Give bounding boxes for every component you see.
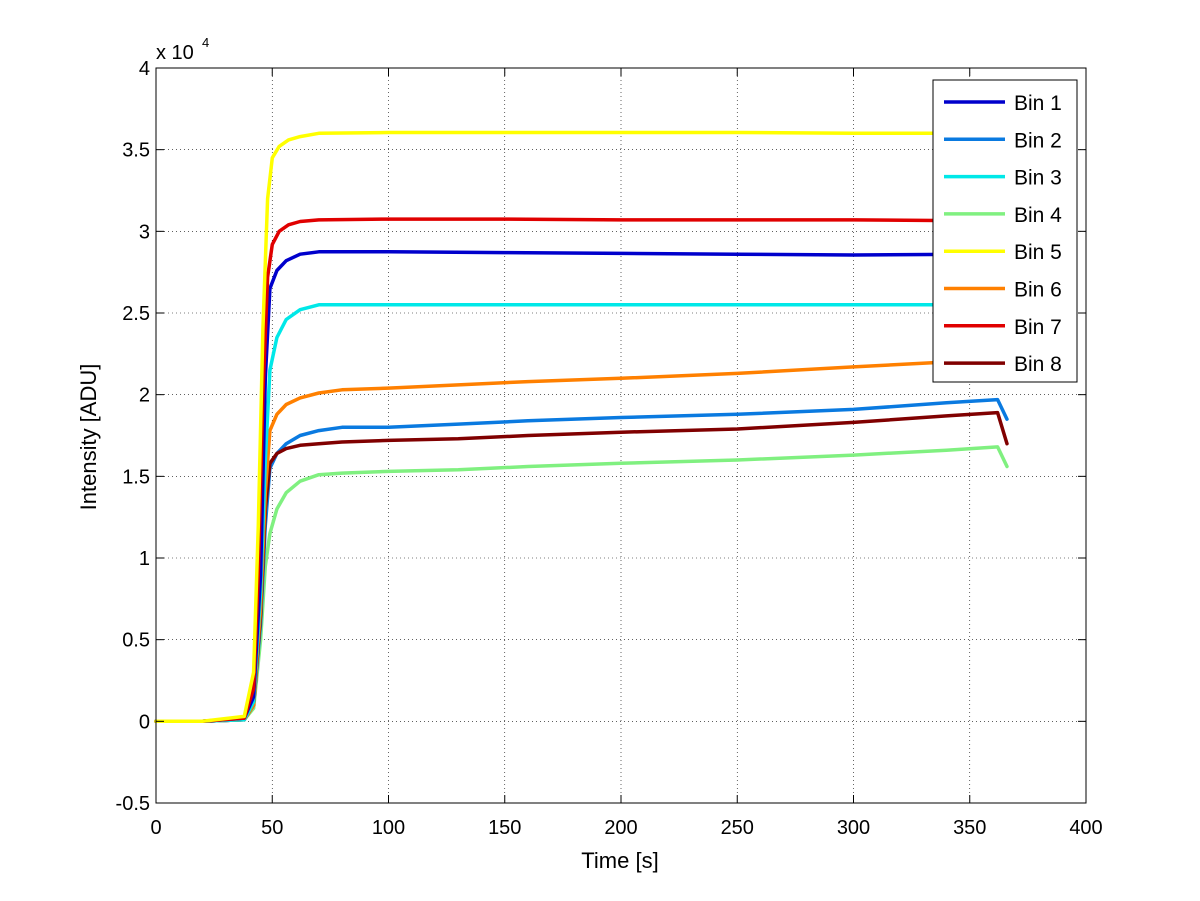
x-tick-label: 250: [721, 817, 754, 839]
x-tick-label: 350: [953, 817, 986, 839]
legend-label: Bin 5: [1014, 241, 1062, 264]
legend-label: Bin 1: [1014, 92, 1062, 115]
legend-box: [932, 79, 1078, 383]
legend-label: Bin 7: [1014, 316, 1062, 339]
y-scale-base: x 10: [156, 42, 194, 64]
x-tick-label: 0: [150, 817, 161, 839]
x-tick-label: 100: [372, 817, 405, 839]
y-tick-label: 1: [139, 548, 150, 570]
series-line-bin-7: [154, 217, 1000, 724]
legend-label: Bin 6: [1014, 279, 1062, 302]
y-tick-label: 1.5: [122, 466, 150, 488]
x-tick-labels: 0 50 100 150 200 250 300 350 400: [150, 817, 1102, 839]
grid-lines: [156, 68, 1086, 803]
x-axis-label: Time [s]: [581, 848, 658, 873]
y-tick-label: 2.5: [122, 303, 150, 325]
y-tick-label: 2: [139, 385, 150, 407]
y-scale-exponent: 4: [202, 35, 209, 50]
legend-label: Bin 3: [1014, 167, 1062, 190]
y-tick-label: 3: [139, 221, 150, 243]
y-tick-label: 3.5: [122, 140, 150, 162]
x-tick-label: 200: [604, 817, 637, 839]
series-lines: [154, 130, 1009, 724]
x-tick-label: 400: [1069, 817, 1102, 839]
x-tick-label: 300: [837, 817, 870, 839]
x-tick-label: 50: [261, 817, 283, 839]
y-tick-label: -0.5: [116, 793, 150, 815]
legend-label: Bin 2: [1014, 129, 1062, 152]
series-line-bin-5: [154, 130, 1000, 724]
y-tick-label: 4: [139, 58, 150, 80]
legend: Bin 1 Bin 2 Bin 3 Bin 4 Bin 5 Bin 6 Bin 7 Bin 8: [932, 79, 1078, 383]
y-tick-label: 0: [139, 711, 150, 733]
y-axis-label: Intensity [ADU]: [76, 364, 101, 511]
tick-marks: [155, 67, 1087, 804]
y-tick-label: 0.5: [122, 630, 150, 652]
y-tick-labels: -0.5 0 0.5 1 1.5 2 2.5 3 3.5 4: [116, 58, 150, 815]
legend-label: Bin 4: [1014, 204, 1062, 227]
series-line-bin-1: [154, 250, 1000, 724]
x-tick-label: 150: [488, 817, 521, 839]
legend-label: Bin 8: [1014, 353, 1062, 376]
